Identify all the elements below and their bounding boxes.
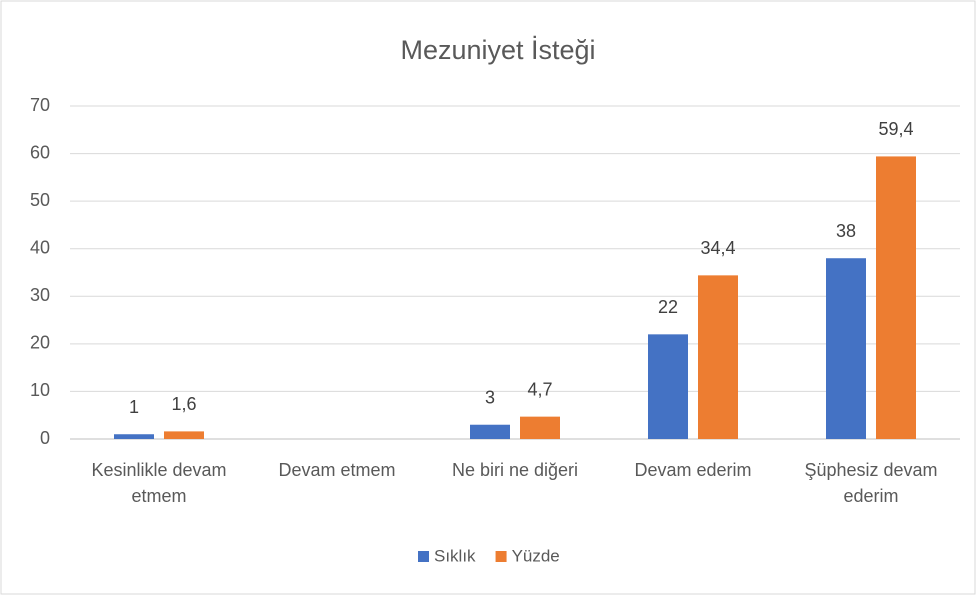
bar bbox=[826, 258, 866, 439]
data-label: 59,4 bbox=[878, 119, 913, 139]
y-tick-label: 40 bbox=[30, 237, 50, 257]
y-tick-label: 50 bbox=[30, 190, 50, 210]
x-tick-label: Ne biri ne diğeri bbox=[451, 460, 579, 480]
bar bbox=[648, 334, 688, 439]
x-tick-label: Devam ederim bbox=[634, 460, 752, 480]
data-label: 4,7 bbox=[527, 379, 552, 399]
y-tick-label: 0 bbox=[40, 428, 50, 448]
data-label: 38 bbox=[836, 221, 856, 241]
legend-swatch bbox=[495, 551, 507, 562]
y-tick-label: 10 bbox=[30, 380, 50, 400]
data-label: 22 bbox=[658, 297, 678, 317]
bar bbox=[698, 275, 738, 439]
data-label: 34,4 bbox=[700, 238, 735, 258]
bar bbox=[470, 424, 510, 439]
x-tick-label: Şüphesiz devam ederim bbox=[804, 460, 938, 506]
legend-label: Sıklık bbox=[434, 546, 476, 565]
bar bbox=[520, 416, 560, 439]
data-label: 1,6 bbox=[171, 394, 196, 414]
x-tick-label: Devam etmem bbox=[278, 460, 396, 480]
y-tick-label: 70 bbox=[30, 95, 50, 115]
y-tick-label: 60 bbox=[30, 142, 50, 162]
y-tick-label: 20 bbox=[30, 333, 50, 353]
x-tick-label: Kesinlikle devam etmem bbox=[91, 460, 227, 506]
bar bbox=[114, 434, 154, 439]
chart-title: Mezuniyet İsteği bbox=[400, 34, 595, 65]
data-label: 3 bbox=[485, 387, 495, 407]
y-tick-label: 30 bbox=[30, 285, 50, 305]
bar bbox=[164, 431, 204, 439]
legend-swatch bbox=[418, 551, 429, 562]
data-label: 1 bbox=[129, 397, 139, 417]
legend-label: Yüzde bbox=[512, 546, 560, 565]
bar bbox=[876, 156, 916, 439]
